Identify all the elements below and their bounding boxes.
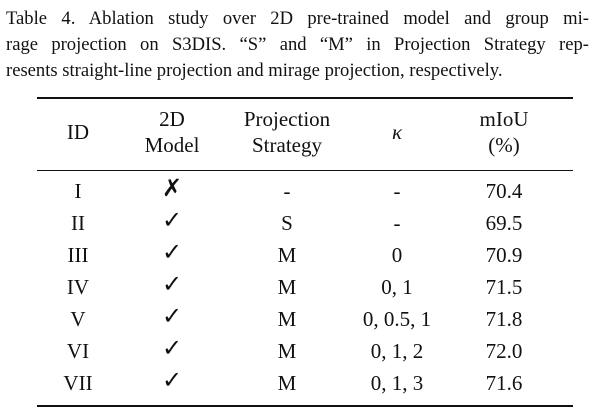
cell-strategy: - (283, 179, 291, 203)
cell-strategy: M (277, 275, 297, 299)
cell-id: I (74, 179, 82, 203)
cell-miou: 70.4 (485, 179, 523, 203)
cross-mark-icon: ✗ (161, 176, 183, 202)
header-miou: mIoU (%) (479, 107, 529, 157)
caption-line: resents straight-line projection and mir… (6, 60, 503, 81)
cell-strategy: M (277, 339, 297, 363)
table-caption: Table 4. Ablation study over 2D pre-trai… (6, 6, 589, 84)
caption-line: Table 4. Ablation study over 2D pre-trai… (6, 8, 589, 29)
table-top-rule (37, 97, 573, 99)
cell-kappa: 0, 0.5, 1 (362, 307, 432, 331)
cell-miou: 71.8 (485, 307, 523, 331)
header-2d-model: 2D Model (144, 107, 200, 157)
header-kappa: κ (391, 120, 403, 144)
cell-id: VI (66, 339, 90, 363)
cell-miou: 71.5 (485, 275, 523, 299)
header-id: ID (66, 120, 90, 144)
cell-strategy: M (277, 243, 297, 267)
cell-miou: 71.6 (485, 371, 523, 395)
check-mark-icon: ✓ (161, 240, 183, 266)
cell-id: III (67, 243, 89, 267)
cell-kappa: 0 (391, 243, 403, 267)
cell-id: II (71, 211, 85, 235)
caption-line: rage projection on S3DIS. “S” and “M” in… (6, 34, 589, 55)
cell-id: VII (63, 371, 93, 395)
check-mark-icon: ✓ (161, 304, 183, 330)
cell-kappa: 0, 1 (381, 275, 413, 299)
table-header-rule (37, 170, 573, 171)
table-bottom-rule (37, 405, 573, 407)
cell-id: V (70, 307, 86, 331)
cell-id: IV (66, 275, 90, 299)
cell-kappa: 0, 1, 2 (370, 339, 424, 363)
check-mark-icon: ✓ (161, 336, 183, 362)
cell-miou: 69.5 (485, 211, 523, 235)
check-mark-icon: ✓ (161, 208, 183, 234)
cell-miou: 70.9 (485, 243, 523, 267)
cell-strategy: M (277, 307, 297, 331)
check-mark-icon: ✓ (161, 272, 183, 298)
cell-kappa: 0, 1, 3 (370, 371, 424, 395)
header-projection-strategy: Projection Strategy (243, 107, 331, 157)
cell-kappa: - (393, 179, 401, 203)
check-mark-icon: ✓ (161, 368, 183, 394)
cell-miou: 72.0 (485, 339, 523, 363)
cell-kappa: - (393, 211, 401, 235)
cell-strategy: S (281, 211, 293, 235)
cell-strategy: M (277, 371, 297, 395)
